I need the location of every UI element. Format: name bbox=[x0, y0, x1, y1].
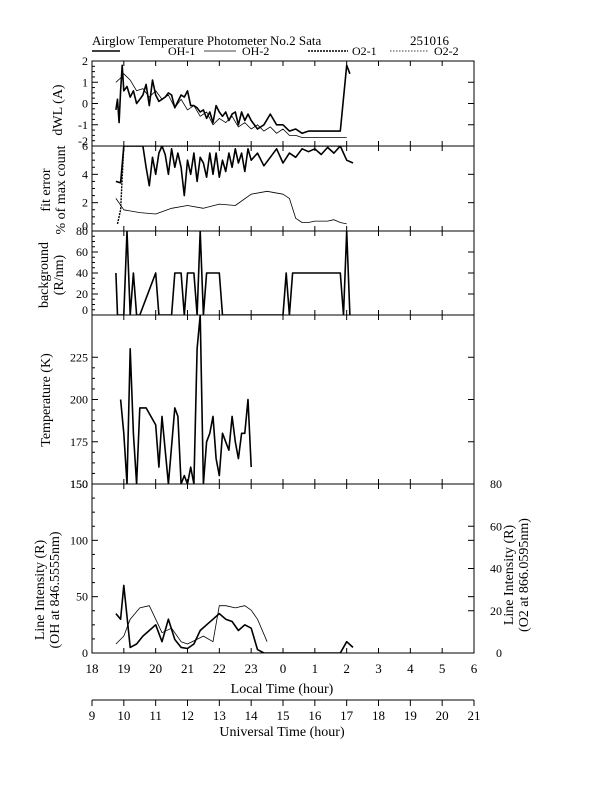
y-tick-label: 40 bbox=[76, 266, 88, 280]
local-tick-label: 6 bbox=[471, 661, 478, 676]
series-oh1 bbox=[115, 146, 354, 197]
y-tick-label: 2 bbox=[82, 196, 88, 210]
ut-tick-label: 11 bbox=[149, 708, 162, 723]
ut-tick-label: 12 bbox=[181, 708, 194, 723]
series-group bbox=[115, 231, 351, 315]
ut-tick-label: 13 bbox=[213, 708, 226, 723]
local-tick-label: 5 bbox=[439, 661, 446, 676]
local-time-axis: 18 19 20 21 22 23 0 1 2 3 4 5 6 bbox=[86, 661, 478, 676]
y2-axis-label: (O2 at 866.0595nm) bbox=[517, 518, 532, 632]
panel-frame bbox=[91, 230, 475, 316]
y-tick-label: -1 bbox=[78, 118, 88, 132]
y-tick-label: 200 bbox=[70, 393, 88, 407]
y2-tick-label: 40 bbox=[490, 562, 502, 576]
ut-tick-label: 19 bbox=[404, 708, 417, 723]
y-tick-label: 175 bbox=[70, 435, 88, 449]
y-tick-label: 60 bbox=[76, 245, 88, 259]
y2-tick-label: 80 bbox=[490, 477, 502, 491]
ut-tick-label: 10 bbox=[117, 708, 130, 723]
y-tick-label: 0 bbox=[82, 219, 88, 233]
y-tick-label: 50 bbox=[76, 590, 88, 604]
legend-label-o22: O2-2 bbox=[434, 44, 459, 58]
local-tick-label: 4 bbox=[407, 661, 414, 676]
y-tick-label: 0 bbox=[82, 97, 88, 111]
y-axis-label: background bbox=[37, 242, 52, 308]
y-tick-label: 20 bbox=[76, 287, 88, 301]
series-oh1 bbox=[115, 64, 351, 135]
series-oh2 bbox=[115, 190, 347, 225]
y2-tick-label: 60 bbox=[490, 519, 502, 533]
y-axis-label: Line Intensity (R) bbox=[33, 540, 48, 641]
y-axis-label: fit error bbox=[39, 168, 54, 211]
chart-title: Airglow Temperature Photometer No.2 Sata bbox=[92, 33, 322, 48]
series-oh1 bbox=[115, 231, 351, 315]
legend-label-oh1: OH-1 bbox=[168, 44, 195, 58]
panel-4: 150 175 200 225 Temperature (K) bbox=[39, 314, 475, 491]
local-tick-label: 3 bbox=[375, 661, 382, 676]
local-tick-label: 2 bbox=[343, 661, 350, 676]
series-group bbox=[115, 584, 354, 653]
local-tick-label: 1 bbox=[312, 661, 319, 676]
y-axis-label: % of max count bbox=[54, 145, 69, 234]
y-tick-label: 100 bbox=[70, 533, 88, 547]
ut-tick-label: 21 bbox=[468, 708, 481, 723]
y-tick-label: 4 bbox=[82, 167, 88, 181]
y2-tick-label: 0 bbox=[496, 646, 502, 660]
panel-frame bbox=[91, 314, 475, 485]
y-axis-label: Temperature (K) bbox=[39, 353, 54, 447]
ut-tick-label: 15 bbox=[277, 708, 290, 723]
y-tick-label: 6 bbox=[82, 139, 88, 153]
y-tick-label: 2 bbox=[82, 54, 88, 68]
ut-tick-label: 16 bbox=[308, 708, 322, 723]
legend-label-o21: O2-1 bbox=[352, 44, 377, 58]
y2-tick-label: 20 bbox=[490, 604, 502, 618]
universal-time-label: Universal Time (hour) bbox=[219, 725, 345, 740]
y-tick-label: 1 bbox=[82, 75, 88, 89]
date-code: 251016 bbox=[410, 33, 450, 48]
panels: -2 -1 0 1 2 dWL (A) 0 2 4 6 fit error% of max coun… bbox=[33, 54, 532, 660]
ut-tick-label: 18 bbox=[372, 708, 385, 723]
local-time-label: Local Time (hour) bbox=[231, 682, 334, 697]
y-tick-label: 225 bbox=[70, 350, 88, 364]
local-tick-label: 21 bbox=[181, 661, 194, 676]
ut-tick-label: 20 bbox=[436, 708, 449, 723]
panel-3: 0 20 40 60 80 background (R/nm) bbox=[37, 224, 475, 317]
local-tick-label: 22 bbox=[213, 661, 226, 676]
local-tick-label: 20 bbox=[149, 661, 162, 676]
series-group bbox=[115, 146, 354, 225]
series-oh1 bbox=[115, 584, 354, 653]
local-tick-label: 0 bbox=[280, 661, 287, 676]
panel-frame bbox=[91, 145, 475, 232]
y-tick-label: 0 bbox=[82, 646, 88, 660]
series-oh2 bbox=[115, 605, 268, 645]
local-tick-label: 19 bbox=[117, 661, 130, 676]
y2-axis-label: Line Intensity (R) bbox=[502, 525, 517, 626]
series-group bbox=[115, 64, 351, 138]
ut-tick-label: 9 bbox=[89, 708, 96, 723]
ut-tick-label: 14 bbox=[245, 708, 259, 723]
local-tick-label: 23 bbox=[245, 661, 258, 676]
panel-2: 0 2 4 6 fit error% of max count bbox=[39, 139, 475, 235]
series-group bbox=[119, 315, 252, 484]
series-oh2 bbox=[115, 73, 347, 138]
legend-label-oh2: OH-2 bbox=[242, 44, 269, 58]
y-tick-label: 0 bbox=[82, 303, 88, 317]
y-tick-label: -2 bbox=[78, 134, 88, 148]
y-tick-label: 80 bbox=[76, 224, 88, 238]
y-axis-label: (R/nm) bbox=[52, 254, 67, 295]
y-axis-label: (OH at 846.5555nm) bbox=[48, 531, 63, 648]
panel-1: -2 -1 0 1 2 dWL (A) bbox=[51, 54, 475, 148]
y-tick-label: 150 bbox=[70, 477, 88, 491]
ut-tick-label: 17 bbox=[340, 708, 354, 723]
y-tick-label: 150 bbox=[70, 477, 88, 491]
universal-time-axis: 9 10 11 12 13 14 15 16 17 18 19 20 21 bbox=[89, 700, 481, 723]
legend: OH-1 OH-2 O2-1 O2-2 bbox=[92, 44, 459, 58]
y-axis-label: dWL (A) bbox=[51, 84, 66, 136]
series-oh1 bbox=[119, 315, 252, 484]
panel-frame bbox=[91, 483, 475, 654]
local-tick-label: 18 bbox=[86, 661, 99, 676]
series-o21 bbox=[116, 146, 347, 225]
